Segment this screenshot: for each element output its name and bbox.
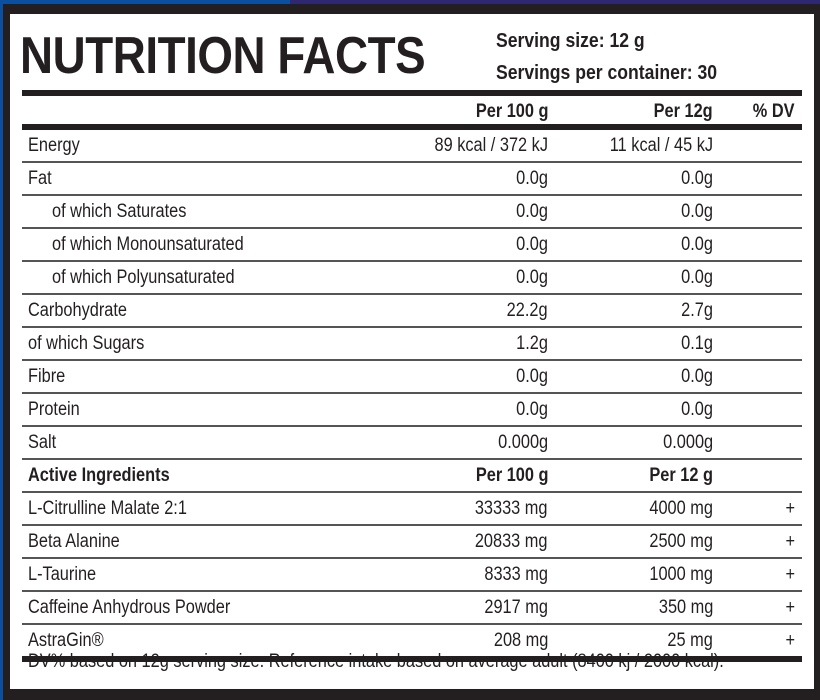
serving-size: Serving size: 12 g <box>496 30 645 52</box>
table-row: of which Saturates 0.0g 0.0g <box>22 196 802 229</box>
row-per-serving: 25 mg <box>667 630 713 651</box>
row-per-serving: 1000 mg <box>649 564 713 585</box>
table-row: Salt 0.000g 0.000g <box>22 427 802 460</box>
active-per-serving-header: Per 12 g <box>649 465 713 486</box>
row-label: Carbohydrate <box>28 300 128 321</box>
row-label: of which Saturates <box>52 201 187 222</box>
table-row: L-Citrulline Malate 2:1 33333 mg 4000 mg + <box>22 493 802 526</box>
row-per100: 0.0g <box>516 399 548 420</box>
top-strip-purple <box>290 0 820 4</box>
row-dv: + <box>785 498 795 519</box>
row-dv: + <box>785 597 795 618</box>
row-label: L-Taurine <box>28 564 97 585</box>
row-per100: 33333 mg <box>475 498 548 519</box>
row-per-serving: 11 kcal / 45 kJ <box>609 135 713 156</box>
table-row: Caffeine Anhydrous Powder 2917 mg 350 mg + <box>22 592 802 625</box>
row-per100: 20833 mg <box>475 531 548 552</box>
row-per-serving: 0.0g <box>681 399 713 420</box>
row-per100: 0.0g <box>516 168 548 189</box>
row-per-serving: 0.000g <box>663 432 713 453</box>
col-per100-header: Per 100 g <box>475 101 548 122</box>
row-label: Salt <box>28 432 57 453</box>
table-row: Protein 0.0g 0.0g <box>22 394 802 427</box>
row-label: AstraGin® <box>28 630 104 651</box>
active-header-label: Active Ingredients <box>28 465 170 486</box>
row-per100: 208 mg <box>493 630 548 651</box>
table-row: of which Polyunsaturated 0.0g 0.0g <box>22 262 802 295</box>
row-dv: + <box>785 531 795 552</box>
label-title: NUTRITION FACTS <box>20 27 426 85</box>
table-row: Carbohydrate 22.2g 2.7g <box>22 295 802 328</box>
table-row: AstraGin® 208 mg 25 mg + <box>22 625 802 656</box>
row-label: of which Sugars <box>28 333 145 354</box>
nutrition-table: Per 100 g Per 12g % DV Energy 89 kcal / 3… <box>22 90 802 662</box>
divider-thick <box>22 656 802 662</box>
active-header-row: Active Ingredients Per 100 g Per 12 g <box>22 460 802 493</box>
row-per-serving: 0.0g <box>681 366 713 387</box>
table-row: L-Taurine 8333 mg 1000 mg + <box>22 559 802 592</box>
table-row: of which Monounsaturated 0.0g 0.0g <box>22 229 802 262</box>
row-per-serving: 2.7g <box>681 300 713 321</box>
row-per100: 8333 mg <box>484 564 548 585</box>
table-row: Fat 0.0g 0.0g <box>22 163 802 196</box>
row-dv: + <box>785 630 795 651</box>
row-per-serving: 0.0g <box>681 201 713 222</box>
row-per-serving: 0.0g <box>681 267 713 288</box>
row-per-serving: 4000 mg <box>649 498 713 519</box>
row-label: L-Citrulline Malate 2:1 <box>28 498 187 519</box>
row-label: of which Monounsaturated <box>52 234 244 255</box>
row-per100: 1.2g <box>516 333 548 354</box>
table-row: Fibre 0.0g 0.0g <box>22 361 802 394</box>
row-per-serving: 350 mg <box>658 597 713 618</box>
row-per100: 22.2g <box>507 300 548 321</box>
column-header-row: Per 100 g Per 12g % DV <box>22 96 802 124</box>
row-per100: 89 kcal / 372 kJ <box>434 135 548 156</box>
row-label: Caffeine Anhydrous Powder <box>28 597 231 618</box>
row-label: Protein <box>28 399 80 420</box>
row-per100: 0.0g <box>516 234 548 255</box>
active-per100-header: Per 100 g <box>475 465 548 486</box>
row-per100: 0.000g <box>498 432 548 453</box>
nutrient-rows: Energy 89 kcal / 372 kJ 11 kcal / 45 kJ Fat… <box>22 130 802 460</box>
table-row: Beta Alanine 20833 mg 2500 mg + <box>22 526 802 559</box>
row-per100: 0.0g <box>516 267 548 288</box>
row-per-serving: 0.1g <box>681 333 713 354</box>
footnote: DV% based on 12g serving size. Reference… <box>28 651 724 672</box>
row-label: Beta Alanine <box>28 531 120 552</box>
row-per100: 2917 mg <box>484 597 548 618</box>
servings-per-container: Servings per container: 30 <box>496 62 718 84</box>
row-per-serving: 0.0g <box>681 168 713 189</box>
col-per-serving-header: Per 12g <box>653 101 713 122</box>
active-rows: L-Citrulline Malate 2:1 33333 mg 4000 mg + B… <box>22 493 802 656</box>
row-per-serving: 2500 mg <box>649 531 713 552</box>
left-edge-blue <box>0 0 3 700</box>
col-dv-header: % DV <box>753 101 795 122</box>
row-per-serving: 0.0g <box>681 234 713 255</box>
row-per100: 0.0g <box>516 366 548 387</box>
row-dv: + <box>785 564 795 585</box>
table-row: Energy 89 kcal / 372 kJ 11 kcal / 45 kJ <box>22 130 802 163</box>
divider-thick <box>22 124 802 130</box>
row-label: of which Polyunsaturated <box>52 267 235 288</box>
table-row: of which Sugars 1.2g 0.1g <box>22 328 802 361</box>
divider-thick <box>22 90 802 96</box>
row-label: Fat <box>28 168 52 189</box>
row-label: Energy <box>28 135 80 156</box>
top-strip-blue <box>0 0 290 4</box>
row-per100: 0.0g <box>516 201 548 222</box>
row-label: Fibre <box>28 366 66 387</box>
